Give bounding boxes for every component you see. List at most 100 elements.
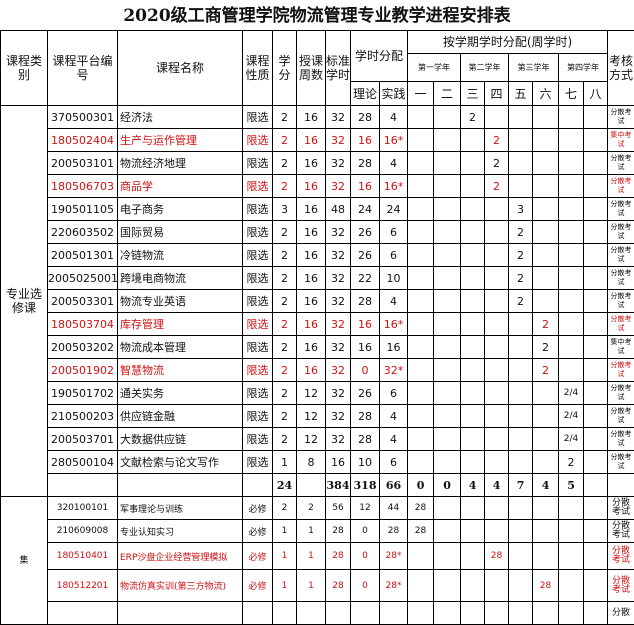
course-weeks: 12: [297, 428, 326, 451]
course-code: 180510401: [48, 543, 118, 570]
course-code: 220603502: [48, 221, 118, 244]
course-nature: 限选: [243, 405, 273, 428]
course-hours: 16: [326, 451, 351, 474]
semester-hours: [408, 152, 434, 175]
semester-hours: [434, 244, 461, 267]
course-weeks: 16: [297, 106, 326, 129]
semester-hours: [485, 520, 509, 543]
semester-hours: 2: [509, 267, 533, 290]
course-practice: 10: [380, 267, 408, 290]
header-semester: 八: [584, 82, 608, 106]
course-credit: 1: [273, 520, 297, 543]
semester-hours: [584, 129, 608, 152]
semester-hours: 2: [485, 152, 509, 175]
course-nature: 限选: [243, 175, 273, 198]
course-credit: 2: [273, 221, 297, 244]
semester-hours: [408, 570, 434, 602]
course-practice: 4: [380, 290, 408, 313]
exam-method: 分散考试: [608, 428, 634, 451]
semester-hours: 28: [408, 520, 434, 543]
course-credit: 2: [273, 359, 297, 382]
semester-hours: [533, 152, 559, 175]
exam-method: 分散考试: [608, 244, 634, 267]
course-practice: 28*: [380, 570, 408, 602]
course-theory: 0: [351, 543, 380, 570]
semester-hours: [584, 570, 608, 602]
course-credit: 2: [273, 152, 297, 175]
course-credit: 2: [273, 382, 297, 405]
course-code: 210609008: [48, 520, 118, 543]
category-cell: 集: [1, 497, 48, 625]
semester-hours: [461, 336, 485, 359]
course-credit: 2: [273, 244, 297, 267]
header-semester: 七: [559, 82, 584, 106]
course-practice: 28: [380, 520, 408, 543]
semester-hours: [485, 359, 509, 382]
header-year: 第一学年: [408, 54, 461, 82]
semester-hours: [584, 336, 608, 359]
semester-hours: [584, 267, 608, 290]
semester-hours: [485, 405, 509, 428]
semester-hours: [509, 152, 533, 175]
course-nature: 必修: [243, 570, 273, 602]
course-practice: 28*: [380, 543, 408, 570]
semester-hours: [584, 405, 608, 428]
course-code: 180512201: [48, 570, 118, 602]
course-weeks: 16: [297, 221, 326, 244]
semester-hours: [533, 175, 559, 198]
exam-method: 分散考试: [608, 267, 634, 290]
course-weeks: 16: [297, 152, 326, 175]
semester-hours: [533, 382, 559, 405]
exam-method: 分散考试: [608, 175, 634, 198]
semester-hours: [509, 497, 533, 520]
course-name: 文献检索与论文写作: [118, 451, 243, 474]
semester-hours: [509, 543, 533, 570]
semester-hours: [559, 129, 584, 152]
semester-hours: 2/4: [559, 405, 584, 428]
semester-hours: [509, 175, 533, 198]
course-name: 经济法: [118, 106, 243, 129]
total-semester: [584, 474, 608, 497]
semester-hours: [408, 543, 434, 570]
exam-method: 分散考试: [608, 497, 634, 520]
semester-hours: [408, 428, 434, 451]
course-credit: 3: [273, 198, 297, 221]
semester-hours: [584, 106, 608, 129]
course-weeks: 12: [297, 405, 326, 428]
course-nature: 限选: [243, 428, 273, 451]
semester-hours: [533, 198, 559, 221]
course-name: 生产与运作管理: [118, 129, 243, 152]
semester-hours: [408, 313, 434, 336]
semester-hours: [485, 221, 509, 244]
total-semester: 4: [533, 474, 559, 497]
course-weeks: 1: [297, 570, 326, 602]
semester-hours: [584, 221, 608, 244]
header-semester: 四: [485, 82, 509, 106]
course-nature: 限选: [243, 290, 273, 313]
exam-method: 分散考试: [608, 451, 634, 474]
semester-hours: [461, 198, 485, 221]
course-nature: 限选: [243, 221, 273, 244]
semester-hours: [461, 428, 485, 451]
course-nature: 必修: [243, 520, 273, 543]
exam-method: 分散考试: [608, 106, 634, 129]
header-exam: 考核方式: [608, 31, 634, 106]
course-code: 190501105: [48, 198, 118, 221]
course-theory: 28: [351, 106, 380, 129]
exam-method: 分散考试: [608, 570, 634, 602]
course-code: 180506703: [48, 175, 118, 198]
course-nature: 限选: [243, 359, 273, 382]
course-name: 物流经济地理: [118, 152, 243, 175]
course-practice: 16: [380, 336, 408, 359]
course-hours: 32: [326, 382, 351, 405]
course-code: 210500203: [48, 405, 118, 428]
semester-hours: [461, 290, 485, 313]
semester-hours: [485, 106, 509, 129]
